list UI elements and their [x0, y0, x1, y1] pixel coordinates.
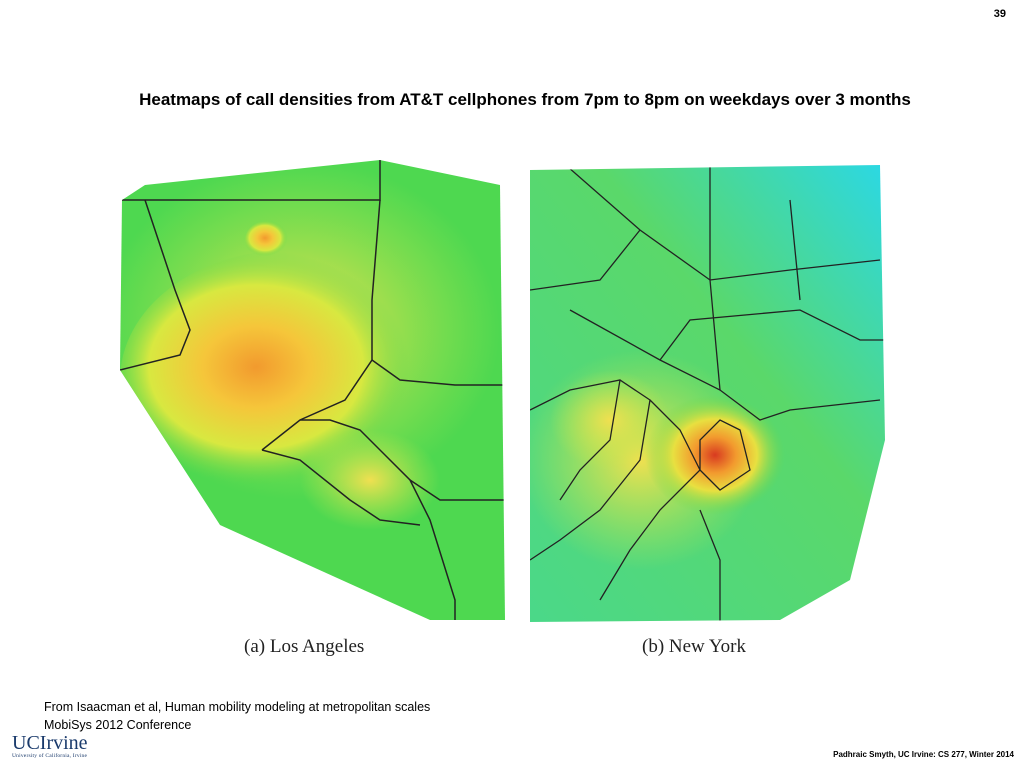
los-angeles-map	[120, 160, 505, 620]
new-york-map	[530, 165, 885, 622]
logo-subtitle: University of California, Irvine	[12, 753, 88, 759]
source-line: From Isaacman et al, Human mobility mode…	[44, 700, 431, 714]
slide-number: 39	[993, 8, 1006, 20]
footer: Padhraic Smyth, UC Irvine: CS 277, Winte…	[833, 750, 1014, 759]
figure-caption: (a) Los Angeles	[244, 636, 365, 657]
logo: UCIrvine University of California, Irvin…	[12, 733, 88, 759]
slide-title: Heatmaps of call densities from AT&T cel…	[139, 90, 911, 109]
source-line: MobiSys 2012 Conference	[44, 718, 192, 732]
logo-name: UCIrvine	[12, 732, 88, 754]
figure-caption: (b) New York	[642, 636, 746, 657]
